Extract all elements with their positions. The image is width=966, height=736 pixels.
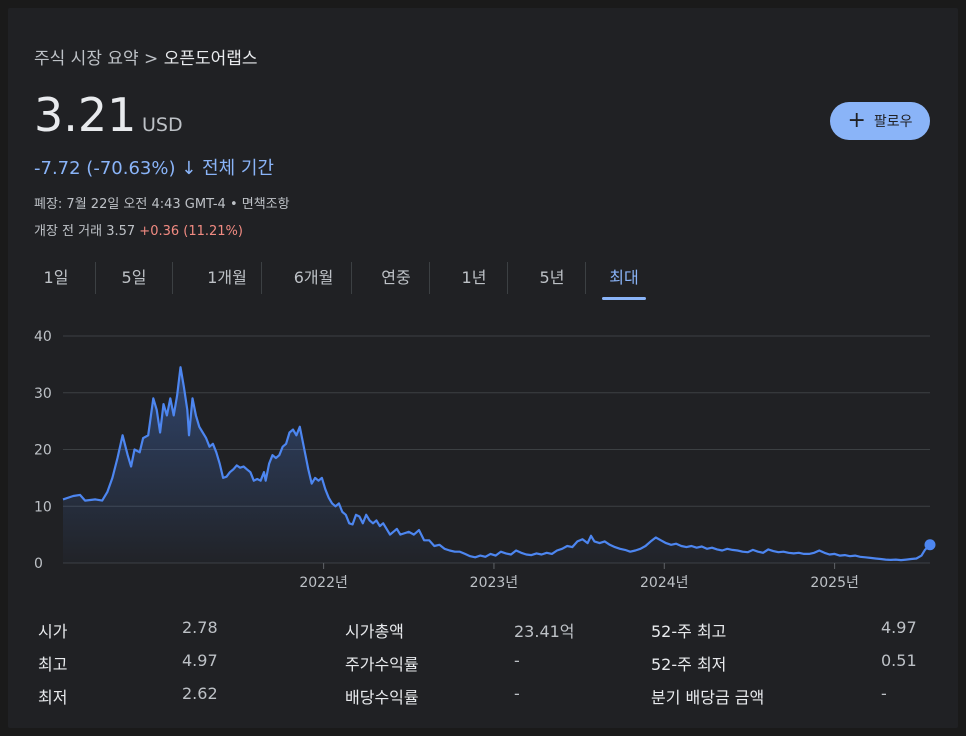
stat-52w-high-label: 52-주 최고 (651, 622, 727, 641)
arrow-down-icon: ↓ (181, 158, 197, 179)
breadcrumb: 주식 시장 요약 > 오픈도어랩스 (34, 44, 258, 69)
price-line (62, 366, 931, 562)
stat-low-label: 최저 (38, 688, 68, 707)
latest-price-marker (924, 539, 936, 551)
x-tick-label: 2025년 (810, 575, 859, 591)
tab-divider (507, 262, 508, 294)
tab-divider (95, 262, 96, 294)
tab-divider (351, 262, 352, 294)
x-tick-label: 2022년 (299, 575, 348, 591)
breadcrumb-prefix[interactable]: 주식 시장 요약 > (34, 49, 159, 69)
current-price: 3.21 (34, 88, 137, 142)
tab-1m[interactable]: 1개월 (207, 268, 247, 287)
tab-divider (585, 262, 586, 294)
price-change: -7.72 (-70.63%) ↓ 전체 기간 (34, 154, 274, 180)
stat-dividend-label: 배당수익률 (345, 688, 419, 707)
premarket-prefix: 개장 전 거래 3.57 (34, 224, 136, 239)
stat-pe-value: - (514, 651, 520, 670)
stat-qtr-dividend-label: 분기 배당금 금액 (651, 688, 765, 707)
chart-ticks: 0 10 20 30 40 2022년 2023년 2024년 2025년 (34, 329, 859, 591)
stat-high-value: 4.97 (182, 651, 218, 670)
tab-max[interactable]: 최대 (602, 262, 646, 300)
price-chart[interactable]: 0 10 20 30 40 2022년 2023년 2024년 2025년 (8, 308, 958, 598)
stat-pe-label: 주가수익률 (345, 655, 419, 674)
currency-label: USD (142, 114, 183, 136)
stat-open-label: 시가 (38, 622, 68, 641)
stat-52w-high-value: 4.97 (881, 618, 917, 637)
tab-6m[interactable]: 6개월 (293, 268, 334, 287)
tab-1d[interactable]: 1일 (43, 268, 69, 287)
stat-qtr-dividend-value: - (881, 684, 887, 703)
tab-1y[interactable]: 1년 (461, 268, 487, 287)
stat-52w-low-value: 0.51 (881, 651, 917, 670)
tab-5y[interactable]: 5년 (539, 268, 565, 287)
stat-open-value: 2.78 (182, 618, 218, 637)
y-tick-label: 0 (34, 556, 43, 572)
breadcrumb-current: 오픈도어랩스 (163, 49, 258, 69)
stat-dividend-value: - (514, 684, 520, 703)
y-tick-label: 20 (34, 443, 52, 459)
y-tick-label: 40 (34, 329, 52, 345)
tab-divider (429, 262, 430, 294)
stat-low-value: 2.62 (182, 684, 218, 703)
stat-marketcap-value: 23.41억 (514, 622, 575, 641)
plus-icon: + (847, 108, 866, 133)
change-period: 전체 기간 (202, 158, 274, 179)
stat-52w-low-label: 52-주 최저 (651, 655, 727, 674)
follow-button[interactable]: + 팔로우 (830, 102, 930, 140)
tab-divider (261, 262, 262, 294)
x-tick-label: 2024년 (640, 575, 689, 591)
closed-info: 폐장: 7월 22일 오전 4:43 GMT-4 • 면책조항 (34, 197, 290, 212)
stat-high-label: 최고 (38, 655, 68, 674)
stock-card: 주식 시장 요약 > 오픈도어랩스 3.21 USD -7.72 (-70.63… (8, 8, 958, 728)
stat-marketcap-label: 시가총액 (345, 622, 404, 641)
follow-label: 팔로우 (873, 114, 913, 130)
price-area (63, 367, 930, 563)
change-value: -7.72 (-70.63%) (34, 158, 176, 179)
tab-ytd[interactable]: 연중 (381, 268, 411, 287)
tab-divider (172, 262, 173, 294)
tab-5d[interactable]: 5일 (121, 268, 147, 287)
y-tick-label: 30 (34, 386, 52, 402)
premarket-change: +0.36 (11.21%) (139, 224, 243, 239)
x-tick-label: 2023년 (470, 575, 519, 591)
y-tick-label: 10 (34, 499, 52, 515)
premarket-info: 개장 전 거래 3.57 +0.36 (11.21%) (34, 220, 243, 239)
